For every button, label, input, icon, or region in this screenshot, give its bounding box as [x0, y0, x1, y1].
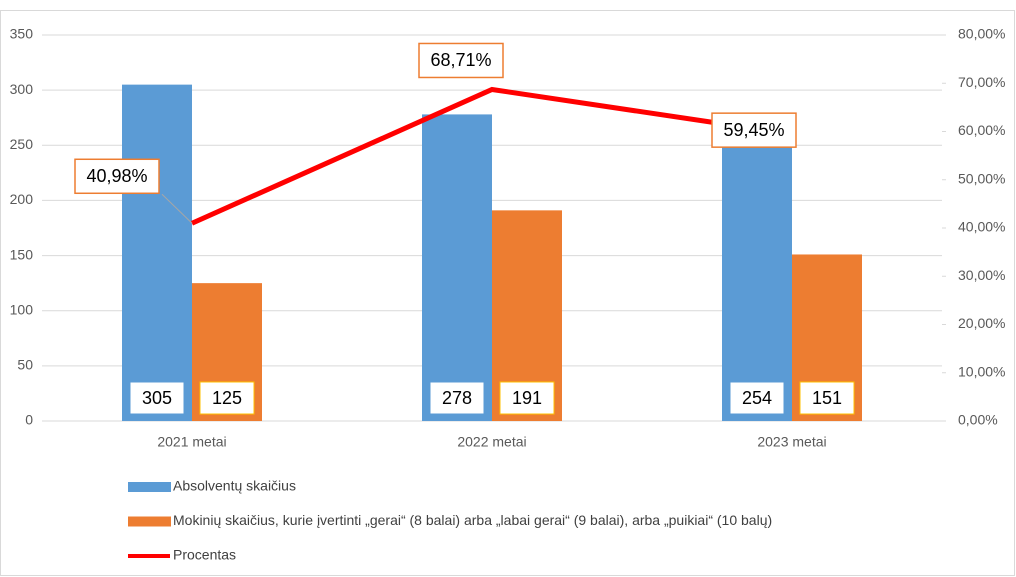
data-label: 68,71% — [430, 50, 491, 70]
legend-swatch — [128, 516, 171, 527]
y2-tick-label: 80,00% — [958, 26, 1005, 42]
x-tick-label: 2023 metai — [757, 434, 826, 450]
data-label-box — [499, 381, 555, 415]
x-tick-label: 2021 metai — [157, 434, 226, 450]
y2-tick-label: 20,00% — [958, 315, 1005, 331]
data-label-box — [199, 381, 255, 415]
legend-label: Absolventų skaičius — [173, 478, 296, 494]
y-tick-label: 250 — [10, 136, 34, 152]
data-label-box — [729, 381, 785, 415]
data-label-box — [711, 112, 797, 148]
y2-tick-label: 70,00% — [958, 74, 1005, 90]
leader-line — [161, 193, 193, 224]
bar — [722, 140, 792, 422]
data-label: 59,45% — [723, 120, 784, 140]
y-tick-label: 150 — [10, 246, 34, 262]
legend-label: Procentas — [173, 547, 236, 563]
bar — [122, 84, 192, 421]
data-label: 151 — [812, 388, 842, 408]
y-tick-label: 100 — [10, 301, 34, 317]
data-label-box — [74, 158, 160, 195]
data-label: 254 — [742, 388, 772, 408]
x-tick-label: 2022 metai — [457, 434, 526, 450]
data-label: 305 — [142, 388, 172, 408]
line — [190, 86, 793, 226]
legend-label: Mokinių skaičius, kurie įvertinti „gerai… — [173, 512, 772, 528]
data-label: 40,98% — [86, 166, 147, 186]
y-tick-label: 50 — [17, 357, 33, 373]
y-tick-label: 200 — [10, 191, 34, 207]
data-label-box — [799, 381, 855, 415]
y2-tick-label: 60,00% — [958, 122, 1005, 138]
data-label-box — [129, 381, 185, 415]
data-label-box — [429, 381, 485, 415]
y2-tick-label: 10,00% — [958, 363, 1005, 379]
y-tick-label: 350 — [10, 26, 34, 42]
y2-tick-label: 40,00% — [958, 219, 1005, 235]
y2-tick-label: 30,00% — [958, 267, 1005, 283]
y-tick-label: 300 — [10, 81, 34, 97]
y2-tick-label: 50,00% — [958, 170, 1005, 186]
data-label: 125 — [212, 388, 242, 408]
data-label: 278 — [442, 388, 472, 408]
legend-swatch — [128, 482, 171, 492]
bar — [422, 114, 492, 422]
y-tick-label: 0 — [25, 412, 33, 428]
data-label: 191 — [512, 388, 542, 408]
data-label-box — [418, 42, 504, 79]
y2-tick-label: 0,00% — [958, 412, 998, 428]
